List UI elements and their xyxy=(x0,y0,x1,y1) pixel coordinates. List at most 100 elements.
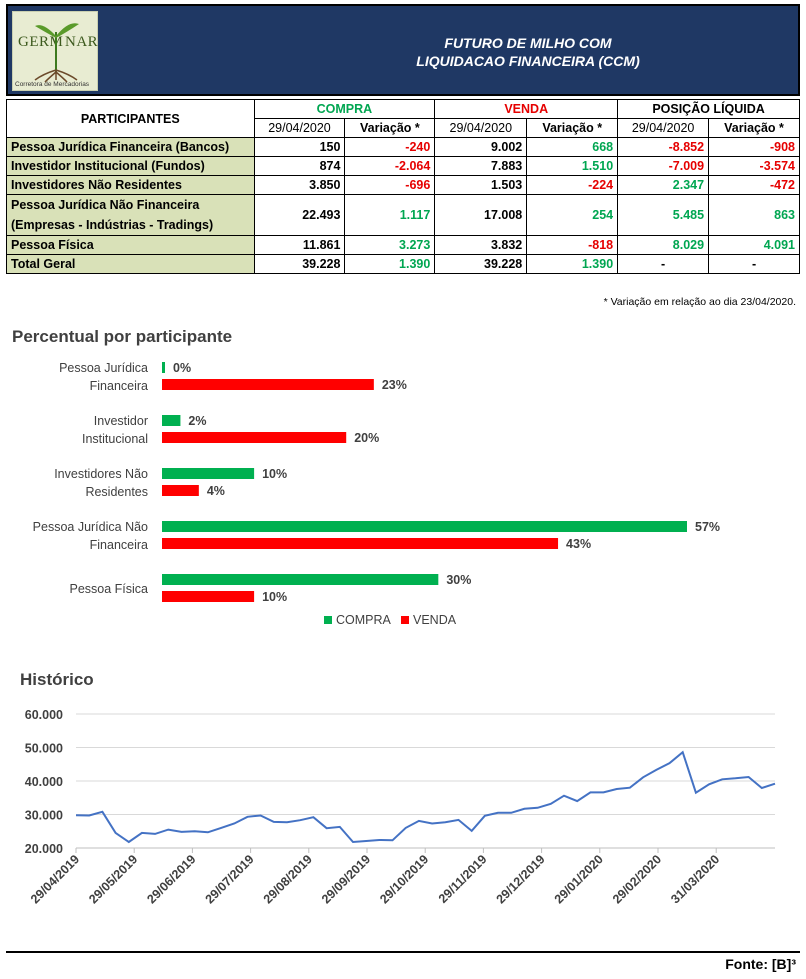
x-tick-label: 29/04/2019 xyxy=(28,852,82,906)
footer-divider xyxy=(6,951,800,953)
x-tick-label: 29/05/2019 xyxy=(86,852,140,906)
bar-value-label: 57% xyxy=(695,520,720,534)
table-row: Pessoa Física 11.861 3.273 3.832 -818 8.… xyxy=(6,235,800,255)
bar-compra xyxy=(162,362,165,373)
subheader-var: Variação * xyxy=(344,118,436,138)
y-tick-label: 20.000 xyxy=(25,842,63,856)
cell-compra: 3.850 xyxy=(253,175,346,195)
bar-value-label: 10% xyxy=(262,467,287,481)
row-label: Investidores Não Residentes xyxy=(6,175,255,195)
bar-compra xyxy=(162,468,255,479)
subheader-var: Variação * xyxy=(708,118,800,138)
table-footnote: * Variação em relação ao dia 23/04/2020. xyxy=(603,296,796,308)
category-label: Pessoa Jurídica Não xyxy=(33,520,148,534)
x-tick-label: 29/08/2019 xyxy=(261,852,315,906)
category-label: Pessoa Jurídica xyxy=(59,361,148,375)
x-tick-label: 29/12/2019 xyxy=(494,852,548,906)
category-label: Investidor xyxy=(94,414,148,428)
category-label: Investidores Não xyxy=(54,467,148,481)
bar-value-label: 2% xyxy=(188,414,206,428)
cell-compra: 11.861 xyxy=(253,235,346,255)
cell-liq-var: 863 xyxy=(708,194,800,236)
bar-compra xyxy=(162,521,687,532)
category-label: Financeira xyxy=(90,538,148,552)
cell-liq: -8.852 xyxy=(617,137,710,157)
logo-subtitle: Corretora de Mercadorias xyxy=(15,81,90,88)
row-label: Investidor Institucional (Fundos) xyxy=(6,156,255,176)
legend-swatch-venda xyxy=(401,616,409,624)
header-venda: VENDA xyxy=(434,99,619,119)
bar-value-label: 20% xyxy=(354,431,379,445)
bar-venda xyxy=(162,591,255,602)
total-liq-var: - xyxy=(708,254,800,274)
x-tick-label: 29/11/2019 xyxy=(436,852,490,906)
line-chart-title: Histórico xyxy=(20,670,94,689)
participant-bar-chart: Pessoa Jurídica Financeira 0% 23% Investidor… xyxy=(33,361,720,627)
source-label: Fonte: [B]³ xyxy=(725,956,796,972)
cell-compra-var: -240 xyxy=(344,137,436,157)
cell-compra-var: 1.117 xyxy=(344,194,436,236)
cell-liq: -7.009 xyxy=(617,156,710,176)
total-liq: - xyxy=(617,254,710,274)
subheader-date: 29/04/2020 xyxy=(434,118,528,138)
category-label: Residentes xyxy=(85,485,148,499)
table-row-total: Total Geral 39.228 1.390 39.228 1.390 - … xyxy=(6,254,800,274)
cell-compra-var: -696 xyxy=(344,175,436,195)
sprout-icon xyxy=(34,23,79,83)
title-line-2: LIQUIDACAO FINANCEIRA (CCM) xyxy=(416,53,640,69)
legend-label-venda: VENDA xyxy=(413,613,457,627)
subheader-date: 29/04/2020 xyxy=(617,118,710,138)
subheader-var: Variação * xyxy=(526,118,619,138)
cell-venda: 3.832 xyxy=(434,235,528,255)
cell-venda-var: 668 xyxy=(526,137,619,157)
bar-venda xyxy=(162,432,347,443)
history-line-chart: 20.000 30.000 40.000 50.000 60.000 29/04/2019… xyxy=(25,708,776,906)
bar-venda xyxy=(162,538,559,549)
x-tick-label: 29/01/2020 xyxy=(552,852,606,906)
bar-compra xyxy=(162,574,439,585)
bar-value-label: 30% xyxy=(446,573,471,587)
bar-value-label: 4% xyxy=(207,484,225,498)
cell-liq-var: -908 xyxy=(708,137,800,157)
cell-liq: 8.029 xyxy=(617,235,710,255)
cell-venda: 1.503 xyxy=(434,175,528,195)
bar-value-label: 0% xyxy=(173,361,191,375)
history-series-line xyxy=(75,750,776,844)
category-label: Pessoa Física xyxy=(69,582,148,596)
row-label-line-1: Pessoa Jurídica Não Financeira xyxy=(11,198,200,212)
row-label: Pessoa Jurídica Não Financeira (Empresas… xyxy=(6,194,255,236)
report-header: GERM NAR Corretora de Mercadorias FUTURO… xyxy=(6,4,800,96)
y-tick-label: 60.000 xyxy=(25,708,63,722)
x-tick-label: 29/02/2020 xyxy=(610,852,664,906)
y-tick-label: 50.000 xyxy=(25,742,63,756)
cell-liq-var: -3.574 xyxy=(708,156,800,176)
header-compra: COMPRA xyxy=(253,99,436,119)
cell-venda: 9.002 xyxy=(434,137,528,157)
category-label: Financeira xyxy=(90,379,148,393)
table-row: Investidor Institucional (Fundos) 874 -2… xyxy=(6,156,800,176)
logo-text-left: GERM xyxy=(18,34,64,50)
header-posicao-liquida: POSIÇÃO LÍQUIDA xyxy=(617,99,800,119)
cell-compra: 22.493 xyxy=(253,194,346,236)
x-tick-label: 29/09/2019 xyxy=(319,852,373,906)
table-row: Pessoa Jurídica Financeira (Bancos) 150 … xyxy=(6,137,800,157)
row-label-line-2: (Empresas - Indústrias - Tradings) xyxy=(11,218,214,232)
x-tick-label: 29/07/2019 xyxy=(203,852,257,906)
legend-swatch-compra xyxy=(324,616,332,624)
total-venda-var: 1.390 xyxy=(526,254,619,274)
subheader-date: 29/04/2020 xyxy=(253,118,346,138)
title-line-1: FUTURO DE MILHO COM xyxy=(444,35,612,51)
cell-compra: 874 xyxy=(253,156,346,176)
cell-venda: 17.008 xyxy=(434,194,528,236)
cell-liq-var: -472 xyxy=(708,175,800,195)
bar-compra xyxy=(162,415,181,426)
row-label: Pessoa Jurídica Financeira (Bancos) xyxy=(6,137,255,157)
row-label: Pessoa Física xyxy=(6,235,255,255)
bar-chart-title: Percentual por participante xyxy=(12,327,233,346)
cell-venda-var: -224 xyxy=(526,175,619,195)
cell-compra-var: 3.273 xyxy=(344,235,436,255)
germinar-logo: GERM NAR Corretora de Mercadorias xyxy=(12,11,98,91)
cell-venda: 7.883 xyxy=(434,156,528,176)
x-tick-label: 29/10/2019 xyxy=(377,852,431,906)
table-row: Pessoa Jurídica Não Financeira (Empresas… xyxy=(6,194,800,236)
